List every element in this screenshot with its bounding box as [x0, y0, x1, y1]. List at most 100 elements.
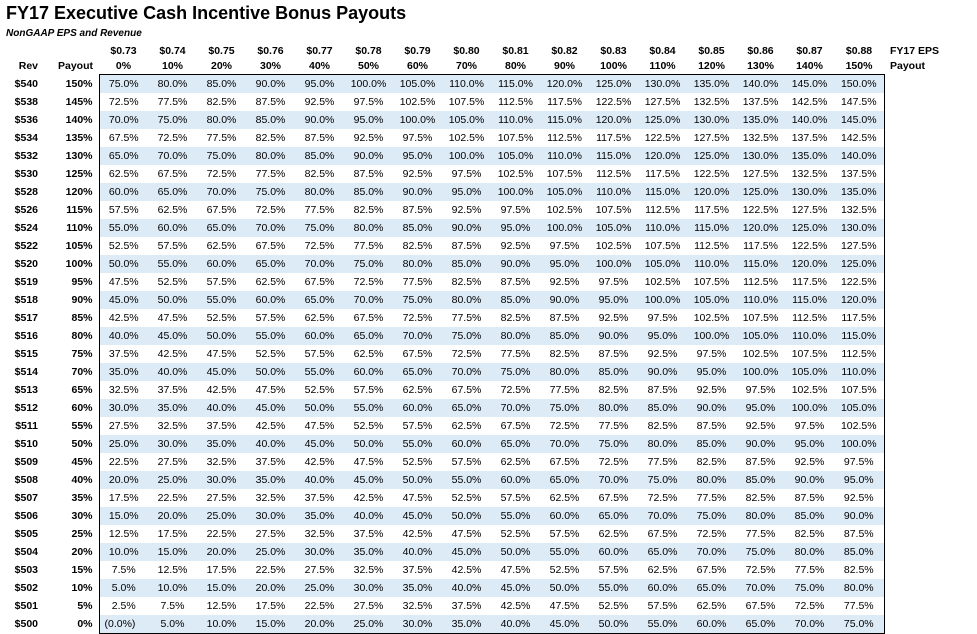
payout-cell: 37.5%	[304, 492, 335, 504]
payout-cell: 57.5%	[402, 420, 433, 432]
payout-cell: 65.0%	[393, 363, 442, 381]
payout-cell: 97.5%	[451, 168, 482, 180]
payout-cell: 100.0%	[785, 399, 834, 417]
payout-cell: 135.0%	[785, 147, 834, 165]
payout-cell: 112.5%	[547, 132, 582, 144]
eps-value-header: $0.88	[845, 45, 873, 57]
payout-cell: 47.5%	[206, 348, 237, 360]
table-row: $536 140% 70.0% 75.0% 80.0% 85.0% 90.0% 95.0% 10…	[0, 111, 939, 129]
payout-cell: 75.0%	[393, 291, 442, 309]
payout-cell: 110.0%	[491, 111, 540, 129]
eps-payout-header: 130%	[747, 60, 774, 72]
header-blank	[0, 44, 42, 59]
payout-cell: 17.5%	[157, 528, 188, 540]
payout-cell: 105.0%	[687, 291, 736, 309]
payout-cell: 80.0%	[540, 363, 589, 381]
payout-cell: 40.0%	[491, 615, 540, 634]
payout-cell: 80.0%	[344, 219, 393, 237]
payout-cell: 80.0%	[148, 74, 197, 93]
spacer-cell	[884, 561, 939, 579]
payout-cell: 92.5%	[402, 168, 433, 180]
payout-cell: 47.5%	[402, 492, 433, 504]
revenue-payout-cell: 85%	[71, 312, 93, 324]
payout-cell: 92.5%	[745, 420, 776, 432]
payout-cell: 55.0%	[344, 399, 393, 417]
payout-cell: 67.5%	[255, 240, 286, 252]
revenue-payout-cell: 40%	[71, 474, 93, 486]
payout-cell: 25.0%	[344, 615, 393, 634]
payout-cell: 112.5%	[834, 345, 885, 363]
spacer-cell	[884, 129, 939, 147]
payout-cell: 122.5%	[693, 168, 730, 180]
rev-label-header: Rev	[18, 60, 38, 73]
eps-value-header: $0.77	[306, 45, 333, 57]
revenue-cell: $507	[14, 492, 38, 504]
payout-cell: 22.5%	[304, 600, 335, 612]
revenue-cell: $534	[14, 132, 38, 144]
eps-payout-header: 50%	[357, 60, 379, 72]
payout-matrix: $0.73 $0.74 $0.75 $0.76 $0.77 $0.78 $0.79 $0.80…	[0, 44, 939, 634]
spacer-cell	[884, 543, 939, 561]
payout-cell: 75.0%	[540, 399, 589, 417]
payout-cell: 140.0%	[736, 74, 785, 93]
payout-cell: 45.0%	[246, 399, 295, 417]
payout-cell: 72.5%	[98, 93, 148, 111]
eps-value-header: $0.81	[502, 45, 529, 57]
payout-cell: 62.5%	[304, 312, 335, 324]
payout-cell: 110.0%	[785, 327, 834, 345]
payout-cell: 142.5%	[791, 96, 828, 108]
payout-cell: 60.0%	[344, 363, 393, 381]
payout-cell: 62.5%	[255, 276, 286, 288]
table-row: $507 35% 17.5% 22.5% 27.5% 32.5% 37.5% 42.5% 47.…	[0, 489, 939, 507]
payout-cell: 77.5%	[304, 204, 335, 216]
payout-cell: 70.0%	[442, 363, 491, 381]
payout-cell: 47.5%	[451, 528, 482, 540]
payout-cell: 112.5%	[645, 204, 680, 216]
payout-cell: 20.0%	[148, 507, 197, 525]
payout-cell: 55.0%	[98, 219, 148, 237]
payout-cell: 115.0%	[834, 327, 885, 345]
payout-cell: 95.0%	[344, 111, 393, 129]
payout-cell: 15.0%	[148, 543, 197, 561]
spacer-cell	[884, 597, 939, 615]
payout-cell: 75.0%	[687, 507, 736, 525]
payout-cell: 72.5%	[500, 384, 531, 396]
revenue-payout-cell: 70%	[71, 366, 93, 378]
payout-cell: 70.0%	[687, 543, 736, 561]
payout-cell: 20.0%	[98, 471, 148, 489]
payout-cell: 40.0%	[442, 579, 491, 597]
payout-cell: 100.0%	[638, 291, 687, 309]
payout-cell: 70.0%	[638, 507, 687, 525]
payout-cell: 115.0%	[687, 219, 736, 237]
payout-cell: 75.0%	[148, 111, 197, 129]
payout-cell: 30.0%	[148, 435, 197, 453]
eps-value-header: $0.73	[110, 45, 137, 57]
payout-cell: 85.0%	[540, 327, 589, 345]
payout-cell: 102.5%	[693, 312, 730, 324]
payout-cell: 87.5%	[451, 240, 482, 252]
spacer-cell	[884, 291, 939, 309]
revenue-payout-cell: 135%	[65, 132, 93, 144]
payout-cell: 60.0%	[491, 471, 540, 489]
payout-cell: 107.5%	[644, 240, 681, 252]
payout-cell: 112.5%	[792, 312, 827, 324]
payout-cell: 90.0%	[246, 74, 295, 93]
table-row: $513 65% 32.5% 37.5% 42.5% 47.5% 52.5% 57.5% 62.…	[0, 381, 939, 399]
payout-cell: 75.0%	[344, 255, 393, 273]
payout-cell: 67.5%	[353, 312, 384, 324]
payout-cell: 140.0%	[834, 147, 885, 165]
payout-cell: 130.0%	[638, 74, 687, 93]
payout-cell: 70.0%	[736, 579, 785, 597]
payout-cell: 112.5%	[596, 168, 631, 180]
eps-payout-header: 40%	[308, 60, 330, 72]
payout-cell: 30.0%	[344, 579, 393, 597]
eps-payout-header: 10%	[161, 60, 183, 72]
payout-cell: 40.0%	[197, 399, 246, 417]
spacer-cell	[884, 327, 939, 345]
payout-cell: 42.5%	[304, 456, 335, 468]
payout-cell: 57.5%	[353, 384, 384, 396]
payout-cell: 120.0%	[638, 147, 687, 165]
payout-cell: 45.0%	[393, 507, 442, 525]
payout-cell: 130.0%	[687, 111, 736, 129]
payout-cell: 40.0%	[148, 363, 197, 381]
